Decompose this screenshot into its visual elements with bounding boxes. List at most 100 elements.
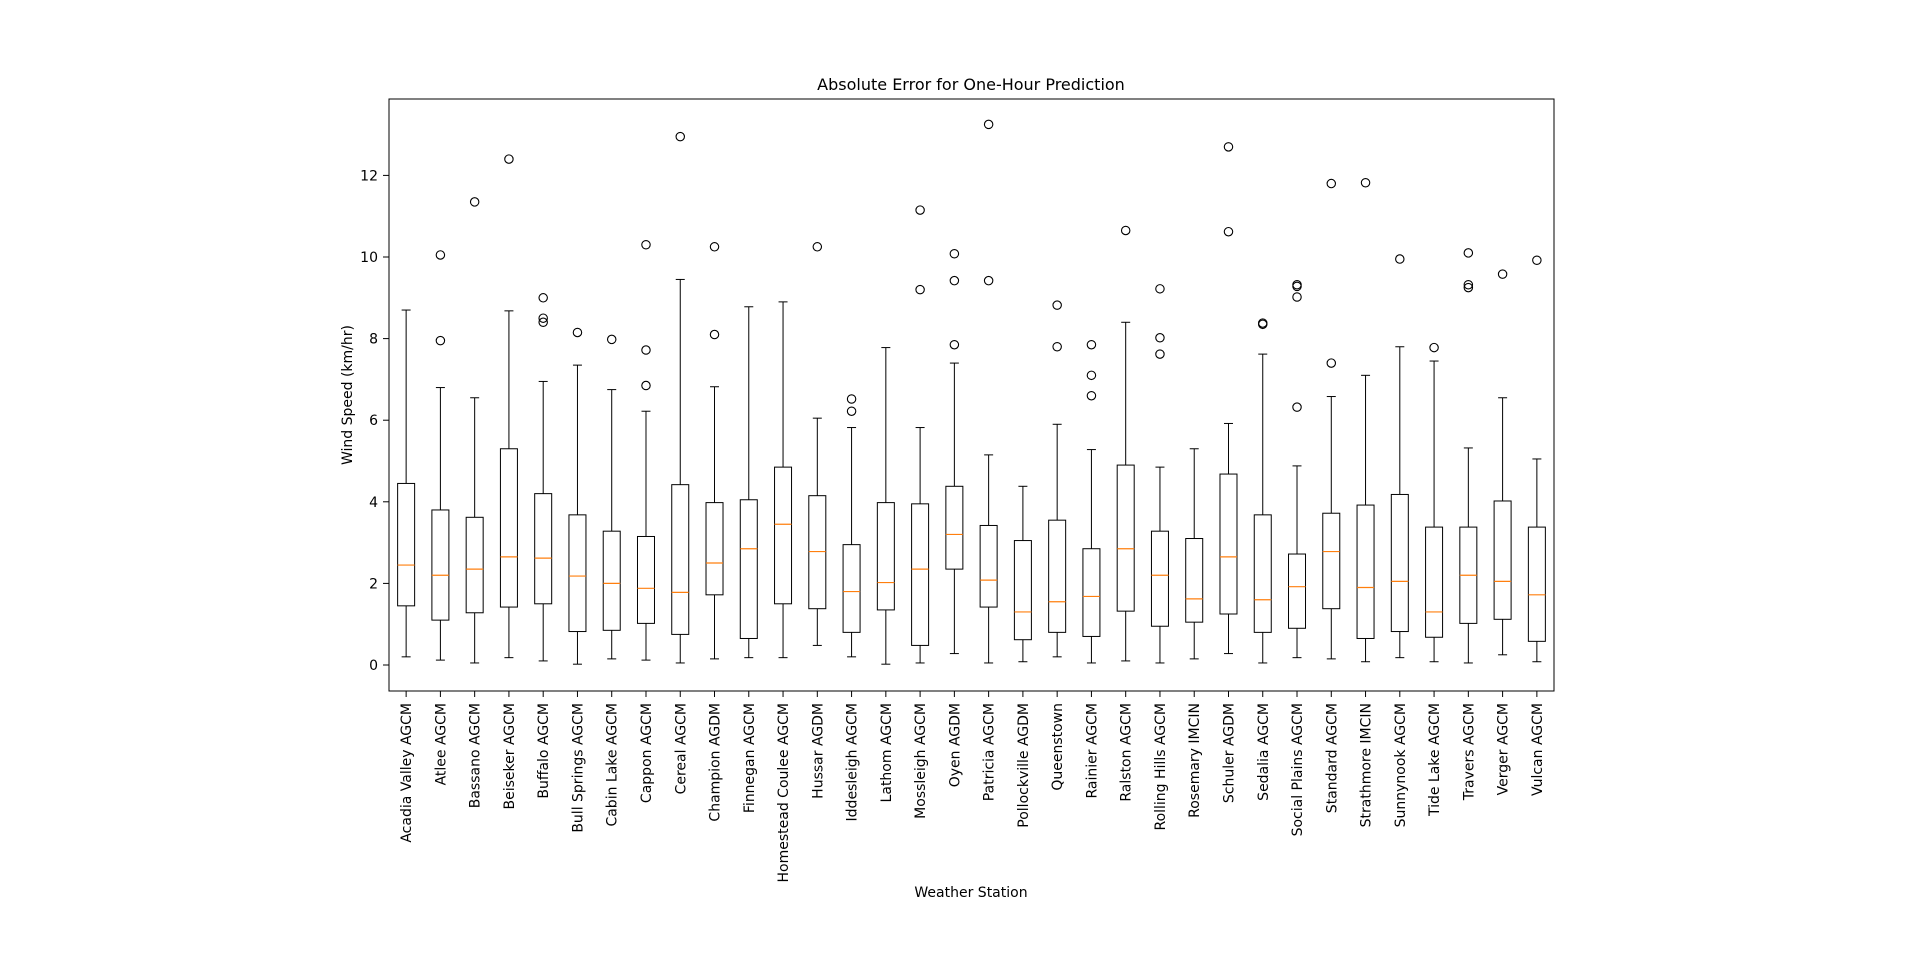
box (431, 509, 450, 621)
box (1150, 530, 1169, 627)
outlier-point (504, 154, 514, 164)
outlier-point (1463, 279, 1474, 290)
box (671, 484, 690, 635)
outlier-point (949, 275, 960, 286)
outlier-point (435, 250, 446, 260)
box (979, 524, 998, 608)
box (636, 535, 655, 624)
outlier-point (1463, 248, 1474, 258)
x-tick-label: Lathom AGCM (879, 703, 895, 802)
box-group (979, 119, 998, 664)
outlier-point (949, 339, 960, 350)
outlier-point (606, 334, 617, 345)
x-tick-label: Beiseker AGCM (502, 703, 518, 809)
box-group (431, 250, 450, 661)
outlier-point (1223, 226, 1234, 237)
box (397, 482, 416, 607)
outlier-point (1155, 284, 1165, 294)
x-tick-label: Strathmore IMCIN (1359, 703, 1375, 827)
x-tick-label: Ralston AGCM (1119, 703, 1135, 802)
y-tick-label: 8 (369, 332, 378, 348)
outlier-point (1052, 342, 1062, 352)
box-group (1013, 485, 1032, 663)
box-group (1322, 178, 1341, 660)
box (499, 448, 518, 608)
outlier-point (1155, 333, 1165, 343)
box (774, 466, 793, 605)
outlier-point (435, 335, 446, 346)
x-tick-label: Pollockville AGDM (1016, 703, 1032, 828)
box-group (465, 197, 484, 664)
x-tick-label: Atlee AGCM (433, 703, 449, 785)
outlier-point (1429, 342, 1439, 353)
outlier-point (1395, 254, 1405, 264)
x-tick-label: Sunnynook AGCM (1393, 703, 1409, 827)
outlier-point (983, 119, 994, 130)
outlier-point (1326, 178, 1337, 189)
outlier-point (641, 380, 651, 391)
box-group (739, 306, 758, 659)
x-axis-label: Weather Station (914, 885, 1027, 901)
x-tick-label: Rosemary IMCIN (1187, 703, 1203, 818)
outlier-point (949, 248, 960, 259)
outlier-point (641, 345, 651, 355)
box (1253, 514, 1272, 633)
box-group (636, 240, 655, 661)
outlier-point (983, 275, 994, 286)
box (876, 502, 895, 611)
plot-frame (388, 98, 1555, 692)
outlier-point (1120, 225, 1131, 236)
x-tick-label: Schuler AGDM (1221, 703, 1237, 803)
outlier-point (846, 394, 857, 404)
box-group (876, 347, 895, 665)
y-tick-label: 0 (369, 658, 378, 674)
outlier-point (1292, 402, 1302, 412)
y-tick-label: 10 (360, 250, 378, 266)
outlier-point (1532, 255, 1542, 266)
x-axis: Acadia Valley AGCM Atlee AGCM Bassano AGCM… (399, 691, 1546, 882)
box (705, 502, 724, 596)
box-group (671, 131, 690, 664)
box-group (1150, 284, 1169, 664)
x-tick-label: Oyen AGDM (947, 703, 963, 787)
box-group (1527, 255, 1546, 663)
x-tick-label: Standard AGCM (1324, 703, 1340, 813)
box-group (1288, 279, 1307, 659)
x-tick-label: Acadia Valley AGCM (399, 703, 415, 843)
box-group (1082, 339, 1101, 664)
x-tick-label: Verger AGCM (1496, 703, 1512, 795)
outlier-point (1086, 339, 1097, 350)
outlier-point (675, 131, 685, 142)
box-group (1425, 342, 1444, 663)
x-tick-label: Vulcan AGCM (1530, 703, 1546, 796)
outlier-point (1292, 292, 1302, 302)
box-group (1185, 448, 1204, 660)
outlier-point (538, 313, 548, 323)
box (1219, 473, 1238, 615)
box-group (499, 154, 518, 659)
outlier-point (572, 327, 583, 338)
y-tick-label: 6 (369, 413, 378, 429)
x-tick-label: Iddesleigh AGCM (845, 703, 861, 821)
box-group (1048, 300, 1067, 658)
outlier-point (1052, 300, 1062, 310)
box-group (1390, 254, 1409, 659)
x-tick-label: Rainier AGCM (1084, 703, 1100, 799)
x-tick-label: Queenstown (1050, 703, 1066, 791)
box-group (705, 242, 724, 660)
outlier-point (915, 284, 925, 295)
outlier-point (1155, 349, 1165, 359)
box (602, 530, 621, 631)
outlier-point (1086, 390, 1097, 401)
x-tick-label: Hussar AGDM (810, 703, 826, 799)
x-tick-label: Mossleigh AGCM (913, 703, 929, 819)
x-tick-label: Social Plains AGCM (1290, 703, 1306, 836)
box-group (808, 242, 827, 646)
outlier-point (1463, 282, 1474, 293)
box (945, 485, 964, 570)
outlier-point (538, 293, 548, 303)
x-tick-label: Patricia AGCM (982, 703, 998, 801)
box (1082, 548, 1101, 637)
x-tick-label: Champion AGDM (708, 703, 724, 822)
outlier-point (846, 406, 857, 416)
